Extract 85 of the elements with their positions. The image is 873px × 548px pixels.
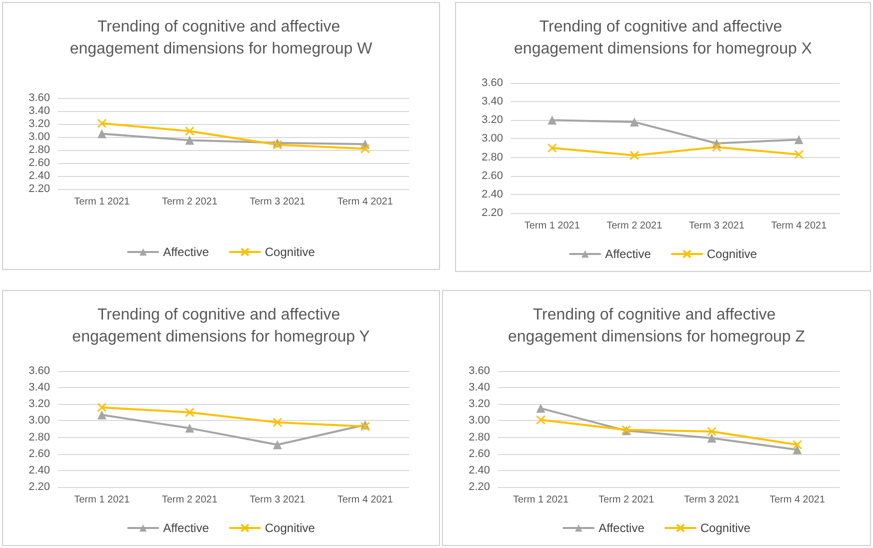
point [794,150,804,160]
point [184,126,194,136]
y-tick-label: 2.40 [28,464,50,476]
y-tick-label: 3.20 [28,118,50,130]
chart-title: Trending of cognitive and affective engagement dimensions for homegroup X [514,18,812,58]
y-tick-label: 3.00 [28,414,50,427]
y-tick-label: 2.80 [468,431,490,444]
x-tick-label: Term 4 2021 [769,494,826,506]
y-tick-label: 2.40 [482,188,503,200]
y-tick-label: 3.00 [28,131,50,143]
point [272,140,282,150]
legend-label: Cognitive [700,521,751,535]
x-tick-label: Term 4 2021 [337,494,394,506]
legend-label: Affective [163,245,210,259]
point [547,143,557,153]
point [97,118,107,128]
x-tick-label: Term 4 2021 [337,196,394,208]
legend-label: Affective [605,247,652,261]
chart-title: Trending of cognitive and affective engagement dimensions for homegroup Y [72,306,370,346]
point [185,136,194,145]
y-tick-label: 2.80 [28,431,50,444]
y-tick-label: 3.20 [468,398,490,410]
point [794,135,804,144]
y-tick-label: 3.20 [482,114,503,126]
y-tick-label: 2.80 [28,144,50,156]
x-tick-label: Term 1 2021 [74,196,130,208]
y-tick-label: 2.60 [28,448,50,460]
y-tick-label: 2.60 [28,157,50,169]
x-tick-label: Term 1 2021 [524,220,580,232]
point [707,426,716,436]
point [184,408,194,418]
y-tick-label: 2.40 [28,170,50,182]
y-tick-label: 2.40 [468,464,490,476]
point [185,424,194,433]
x-tick-label: Term 2 2021 [598,494,654,506]
y-tick-label: 3.60 [468,365,490,377]
x-tick-label: Term 1 2021 [74,494,130,506]
x-tick-label: Term 2 2021 [162,196,218,208]
y-tick-label: 3.20 [28,398,50,410]
y-tick-label: 2.60 [468,448,490,460]
legend-label: Cognitive [706,247,758,261]
point [707,434,716,443]
point [548,116,557,125]
x-tick-label: Term 3 2021 [250,494,306,506]
point [272,418,282,428]
y-tick-label: 3.60 [28,92,50,104]
y-tick-label: 2.20 [28,481,50,493]
chart-title: Trending of cognitive and affective engagement dimensions for homegroup W [70,18,374,58]
y-tick-label: 3.60 [482,77,503,89]
point [536,415,546,425]
point [630,150,640,160]
y-tick-label: 3.00 [482,132,503,145]
x-tick-label: Term 3 2021 [688,220,745,232]
y-tick-label: 2.60 [482,170,503,182]
x-tick-label: Term 4 2021 [771,220,828,232]
chart-title: Trending of cognitive and affective engagement dimensions for homegroup Z [508,306,806,346]
y-tick-label: 3.40 [28,105,50,117]
x-tick-label: Term 2 2021 [162,494,218,506]
y-tick-label: 3.60 [28,365,50,377]
y-tick-label: 3.40 [28,382,50,394]
point [97,410,106,420]
legend-label: Cognitive [264,245,316,259]
y-tick-label: 3.40 [468,382,490,394]
x-tick-label: Term 1 2021 [512,494,569,506]
y-tick-label: 2.20 [468,481,490,493]
point [712,142,722,152]
x-tick-label: Term 2 2021 [606,220,663,232]
point [272,440,282,450]
point [97,402,107,412]
point [630,118,639,126]
point [792,440,802,450]
point [536,404,546,413]
y-tick-label: 2.20 [28,183,50,195]
point [97,129,106,138]
y-tick-label: 3.00 [468,414,490,427]
y-tick-label: 3.40 [482,96,503,108]
y-tick-label: 2.80 [482,151,503,164]
point [792,445,802,454]
point [360,144,370,154]
x-tick-label: Term 3 2021 [684,494,740,506]
legend-label: Affective [598,521,645,535]
x-tick-label: Term 3 2021 [250,196,306,208]
y-tick-label: 2.20 [482,207,503,219]
legend-label: Cognitive [264,521,316,535]
legend-label: Affective [163,521,210,535]
